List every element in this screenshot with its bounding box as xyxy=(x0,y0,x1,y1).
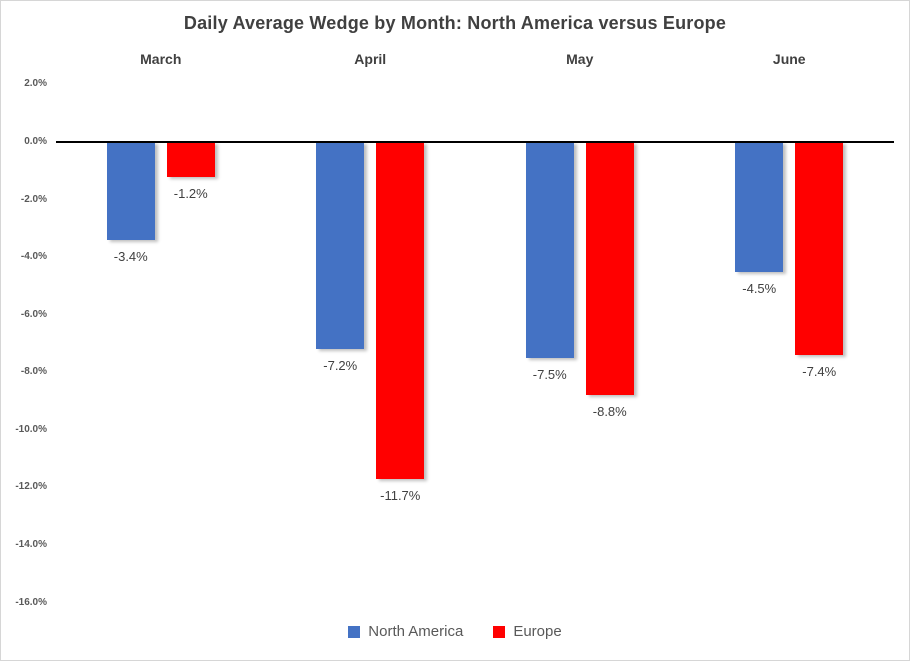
y-tick--16.0pct: -16.0% xyxy=(15,596,47,608)
bar-north-america-march xyxy=(106,142,155,240)
y-tick--2.0pct: -2.0% xyxy=(20,193,47,205)
legend-label-north-america: North America xyxy=(368,623,464,640)
category-label-may: May xyxy=(566,51,594,67)
data-label-europe-march: -1.2% xyxy=(173,185,208,201)
category-label-april: April xyxy=(354,51,387,67)
bar-europe-march xyxy=(166,142,215,177)
data-label-north-america-may: -7.5% xyxy=(532,366,567,382)
data-label-europe-may: -8.8% xyxy=(592,404,627,420)
data-label-europe-april: -11.7% xyxy=(380,487,421,503)
y-tick--8.0pct: -8.0% xyxy=(20,366,47,378)
y-tick--6.0pct: -6.0% xyxy=(20,308,47,320)
bar-north-america-june xyxy=(735,142,784,272)
y-tick--12.0pct: -12.0% xyxy=(15,481,47,493)
bar-europe-june xyxy=(795,142,844,355)
category-label-march: March xyxy=(140,51,182,67)
category-label-june: June xyxy=(772,51,806,67)
bar-europe-may xyxy=(585,142,634,396)
y-tick--14.0pct: -14.0% xyxy=(15,538,47,550)
bar-north-america-april xyxy=(316,142,365,350)
legend: North America Europe xyxy=(1,623,909,640)
data-label-north-america-april: -7.2% xyxy=(323,358,358,374)
y-tick--10.0pct: -10.0% xyxy=(15,423,47,435)
data-label-europe-june: -7.4% xyxy=(802,363,837,379)
y-tick-0.0pct: 0.0% xyxy=(24,136,47,147)
y-tick--4.0pct: -4.0% xyxy=(20,251,47,263)
legend-swatch-north-america xyxy=(348,625,361,638)
bar-europe-april xyxy=(376,142,425,479)
legend-item-north-america: North America xyxy=(348,623,463,640)
legend-swatch-europe xyxy=(493,625,506,638)
chart-title: Daily Average Wedge by Month: North Amer… xyxy=(183,13,727,33)
legend-label-europe: Europe xyxy=(513,623,562,640)
data-label-north-america-june: -4.5% xyxy=(742,280,777,296)
x-axis-zero-line xyxy=(56,141,894,143)
bar-north-america-may xyxy=(525,142,574,358)
data-label-north-america-march: -3.4% xyxy=(113,248,148,264)
legend-item-europe: Europe xyxy=(493,623,562,640)
y-tick-2.0pct: 2.0% xyxy=(24,78,47,90)
